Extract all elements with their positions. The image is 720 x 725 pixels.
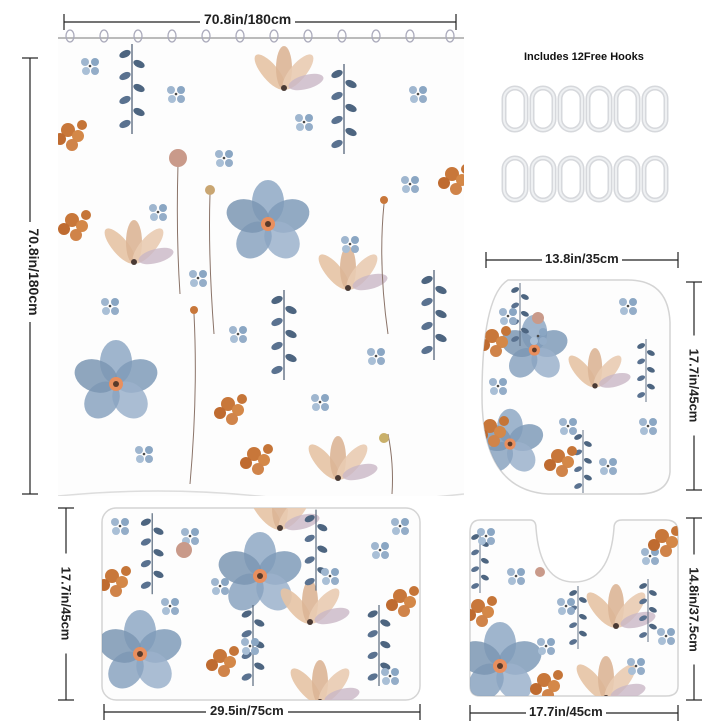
hooks-label: Includes 12Free Hooks bbox=[524, 51, 644, 63]
contour-width-label: 17.7in/45cm bbox=[526, 704, 606, 719]
lid-height-label: 17.7in/45cm bbox=[686, 335, 702, 436]
shower-curtain bbox=[58, 34, 464, 496]
curtain-hook-rings bbox=[65, 29, 455, 43]
mat-width-label: 29.5in/75cm bbox=[206, 703, 288, 718]
curtain-height-label: 70.8in/180cm bbox=[26, 222, 42, 322]
curtain-width-label: 70.8in/180cm bbox=[200, 11, 296, 27]
hooks-image bbox=[501, 85, 669, 203]
lid-cover bbox=[481, 279, 671, 495]
contour-rug bbox=[469, 519, 679, 697]
bath-mat bbox=[101, 507, 421, 701]
lid-width-label: 13.8in/35cm bbox=[542, 251, 622, 266]
mat-height-label: 17.7in/45cm bbox=[58, 553, 74, 654]
contour-height-label: 14.8in/37.5cm bbox=[686, 554, 702, 665]
